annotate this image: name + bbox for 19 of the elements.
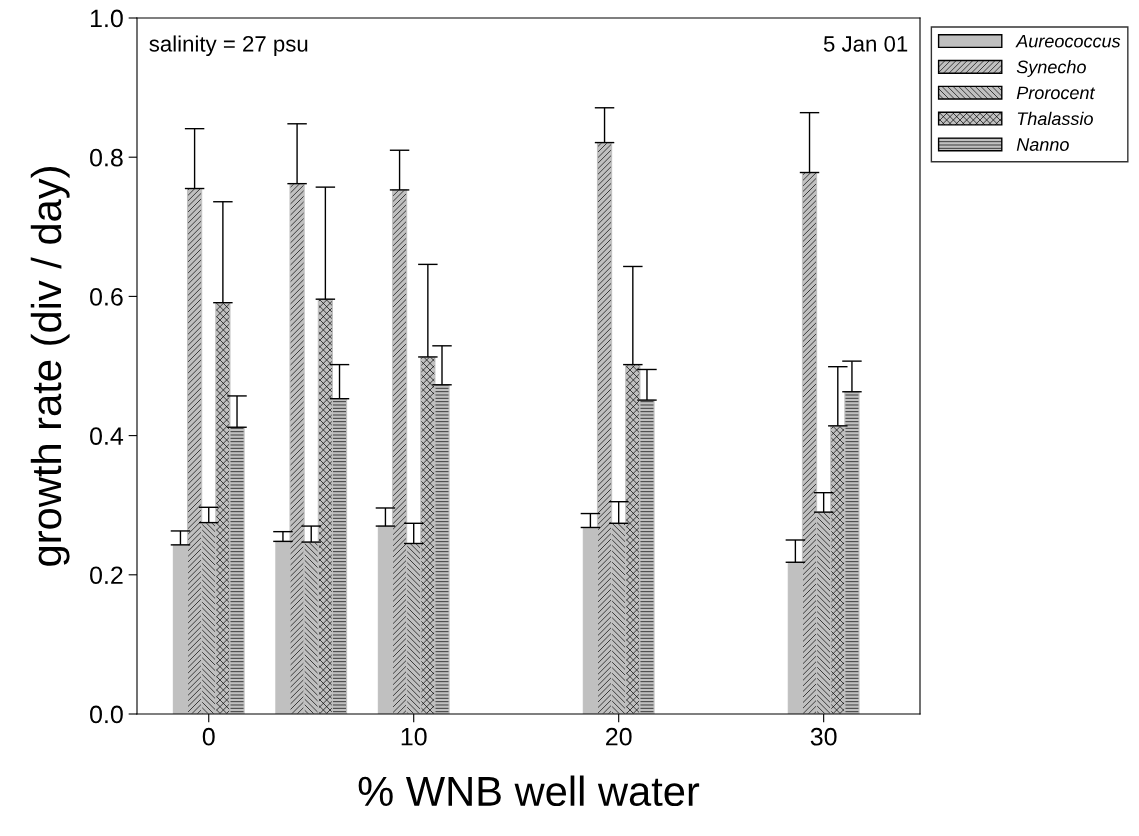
annotation: 5 Jan 01 (823, 35, 908, 52)
annotation: salinity = 27 psu (149, 35, 308, 57)
y-tick-label: 0.8 (90, 148, 123, 167)
x-tick-label: 0 (202, 727, 215, 746)
x-tick-label: 20 (606, 727, 632, 746)
y-tick-label: 1.0 (90, 9, 123, 28)
y-tick-label: 0.0 (90, 705, 123, 724)
y-tick-label: 0.6 (90, 288, 123, 306)
x-tick-label: 10 (401, 727, 427, 746)
legend-label: Thalassio (1017, 111, 1093, 126)
x-axis-title: % WNB well water (358, 775, 700, 807)
y-tick-label: 0.2 (90, 566, 123, 585)
x-tick-label: 30 (810, 727, 837, 746)
legend-label: Aureococcus (1015, 34, 1121, 48)
legend-label: Synecho (1016, 60, 1086, 77)
y-axis-title: growth rate (div / day) (30, 167, 70, 566)
legend-label: Nanno (1016, 138, 1069, 151)
legend-label: Prorocent (1016, 86, 1096, 100)
y-tick-label: 0.4 (90, 427, 124, 445)
